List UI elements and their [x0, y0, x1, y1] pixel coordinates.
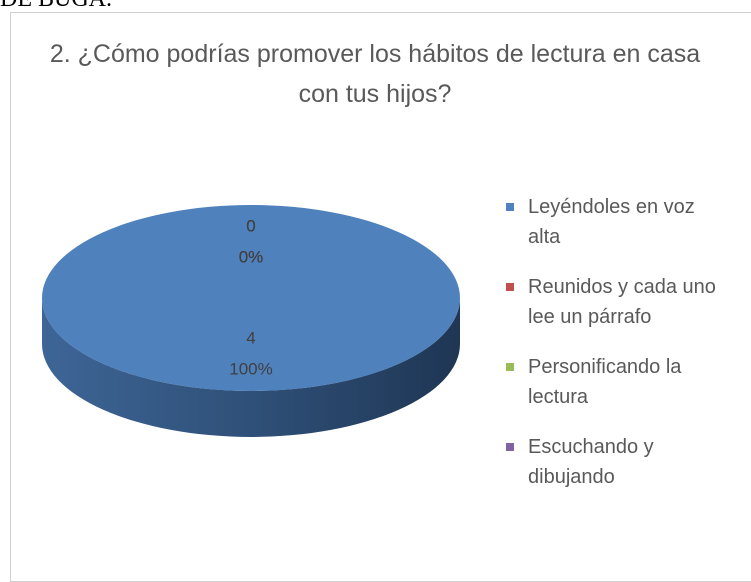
pie-slice: [42, 205, 460, 391]
legend-item: Escuchando y dibujando: [506, 432, 721, 492]
legend-swatch: [506, 363, 514, 371]
legend-label: Reunidos y cada uno lee un párrafo: [528, 276, 716, 328]
data-label: 0: [246, 217, 255, 236]
data-label: 4: [246, 328, 255, 347]
legend-swatch: [506, 443, 514, 451]
legend-label: Personificando la lectura: [528, 356, 682, 408]
data-label: 0: [246, 217, 255, 236]
pie-side: [42, 298, 460, 437]
legend-label: Leyéndoles en voz alta: [528, 196, 695, 248]
legend-label: Escuchando y dibujando: [528, 436, 654, 488]
percent-label: 0%: [239, 248, 264, 267]
document-text: DE BUGA.: [0, 0, 112, 13]
percent-label: 0%: [239, 248, 264, 267]
legend: Leyéndoles en voz alta Reunidos y cada un…: [506, 192, 721, 512]
legend-item: Personificando la lectura: [506, 352, 721, 412]
percent-label: 100%: [229, 359, 272, 378]
data-label: 0: [246, 217, 255, 236]
legend-swatch: [506, 283, 514, 291]
legend-item: Leyéndoles en voz alta: [506, 192, 721, 252]
legend-item: Reunidos y cada uno lee un párrafo: [506, 272, 721, 332]
chart-title: 2. ¿Cómo podrías promover los hábitos de…: [49, 40, 701, 108]
percent-label: 0%: [239, 248, 264, 267]
legend-swatch: [506, 203, 514, 211]
